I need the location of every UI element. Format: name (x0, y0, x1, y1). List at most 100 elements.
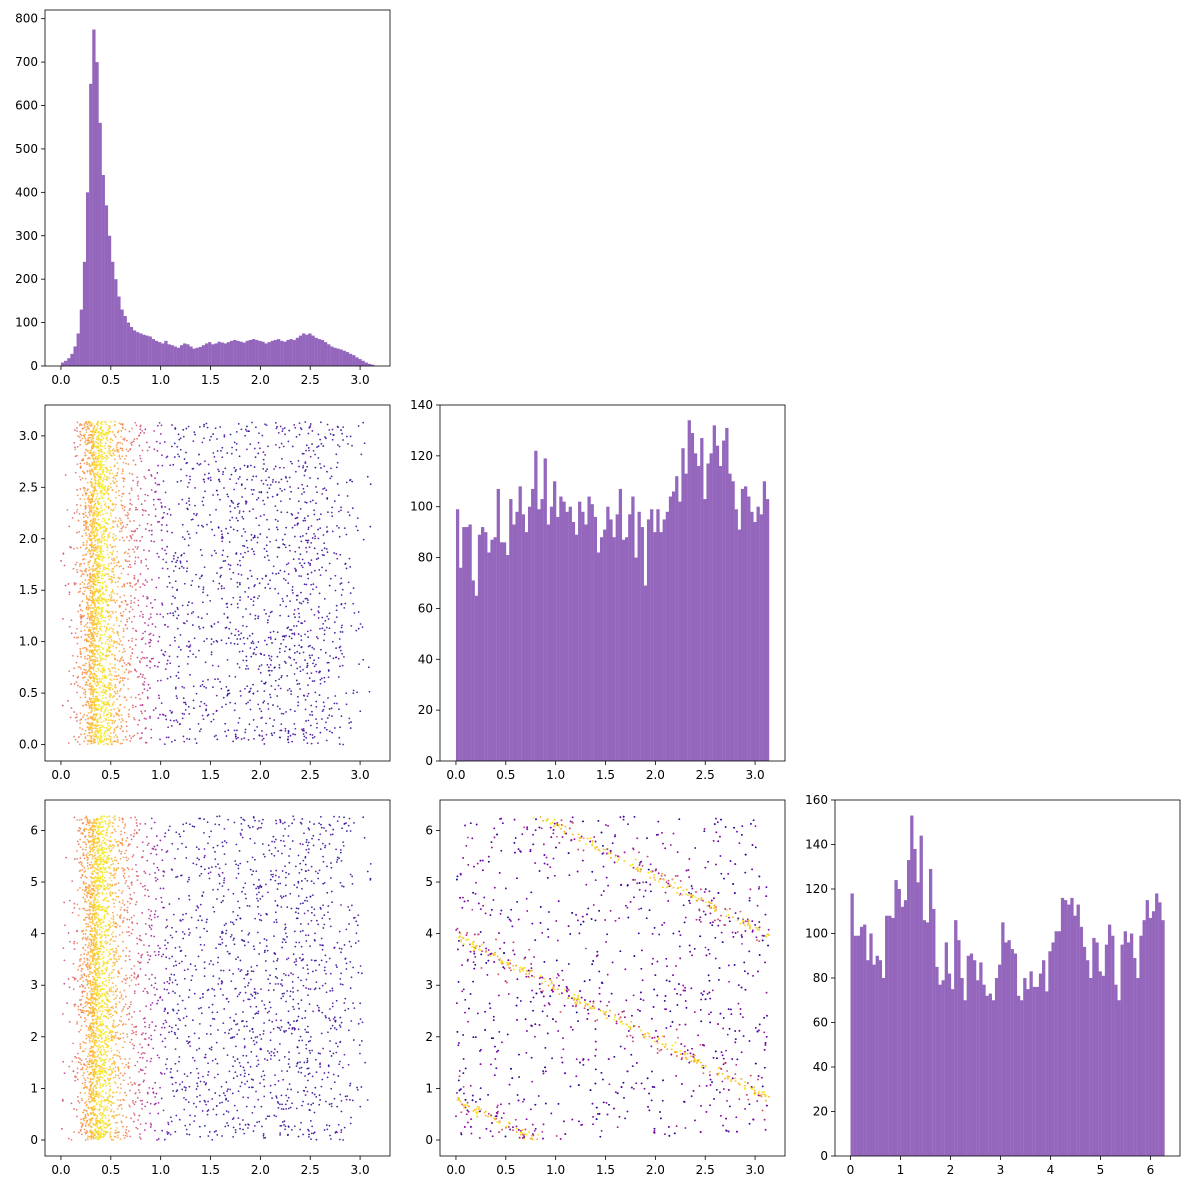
scatter-point (84, 454, 87, 457)
histogram-bar (521, 514, 525, 761)
scatter-point (111, 667, 114, 670)
scatter-point (323, 598, 326, 600)
scatter-point (252, 683, 254, 686)
histogram-bar (98, 122, 102, 366)
scatter-point (331, 515, 334, 518)
scatter-point (278, 666, 281, 669)
scatter-point (101, 445, 104, 448)
scatter-point (337, 444, 339, 446)
scatter-point (132, 479, 134, 482)
scatter-point (126, 536, 128, 538)
scatter-point (251, 632, 254, 635)
scatter-point (245, 425, 248, 428)
scatter-point (137, 599, 140, 602)
scatter-point (316, 446, 318, 449)
scatter-point (301, 493, 303, 495)
histogram-bar (107, 235, 112, 366)
scatter-point (303, 620, 306, 623)
scatter-point (101, 483, 104, 486)
scatter-point (270, 655, 273, 658)
scatter-point (164, 549, 166, 552)
scatter-point (102, 455, 105, 458)
scatter-point (141, 429, 144, 432)
scatter-point (317, 610, 320, 613)
scatter-point (80, 504, 82, 507)
scatter-point (96, 548, 99, 551)
scatter-point (328, 612, 331, 615)
scatter-point (85, 683, 88, 686)
scatter-point (174, 739, 176, 742)
scatter-point (343, 527, 346, 530)
scatter-point (97, 700, 100, 703)
scatter-point (89, 502, 92, 505)
scatter-point (98, 717, 101, 720)
scatter-point (192, 707, 195, 710)
scatter-point (103, 712, 105, 714)
scatter-point (84, 729, 87, 732)
scatter-point (266, 663, 269, 666)
scatter-point (223, 924, 226, 927)
scatter-point (274, 688, 277, 691)
scatter-point (122, 738, 125, 741)
scatter-point (318, 592, 321, 595)
scatter-point (175, 930, 178, 933)
scatter-point (243, 1025, 246, 1028)
scatter-point (167, 726, 170, 729)
scatter-point (111, 509, 114, 512)
scatter-point (272, 989, 275, 991)
scatter-point (79, 465, 82, 468)
scatter-point (267, 666, 270, 669)
scatter-point (125, 725, 128, 728)
scatter-point (203, 818, 205, 821)
scatter-point (100, 610, 103, 613)
scatter-point (230, 473, 233, 476)
scatter-point (286, 595, 289, 597)
scatter-point (253, 729, 256, 732)
scatter-point (98, 698, 100, 701)
scatter-point (281, 979, 283, 982)
scatter-point (309, 564, 311, 567)
scatter-point (262, 499, 265, 502)
scatter-point (119, 742, 122, 745)
scatter-point (157, 556, 160, 558)
scatter-point (174, 687, 177, 690)
scatter-point (217, 588, 220, 590)
scatter-point (180, 479, 182, 482)
scatter-point (147, 683, 150, 686)
scatter-point (107, 505, 110, 508)
scatter-point (64, 584, 67, 587)
scatter-point (171, 711, 174, 713)
scatter-point (95, 727, 98, 730)
scatter-point (270, 732, 273, 735)
scatter-point (255, 1005, 258, 1008)
histogram-bar (625, 537, 629, 761)
scatter-point (326, 717, 329, 719)
scatter-point (139, 573, 142, 575)
scatter-point (338, 510, 340, 513)
scatter-point (91, 686, 94, 689)
scatter-point (245, 668, 247, 670)
scatter-point (84, 655, 86, 658)
scatter-point (92, 583, 95, 586)
scatter-point (317, 528, 320, 531)
scatter-point (283, 660, 286, 663)
scatter-point (62, 552, 65, 555)
scatter-point (268, 1115, 271, 1118)
scatter-point (321, 616, 324, 619)
scatter-point (298, 558, 300, 560)
scatter-point (79, 439, 82, 442)
scatter-point (273, 732, 276, 734)
histogram-bar (273, 339, 278, 366)
scatter-point (107, 647, 110, 650)
scatter-point (137, 723, 140, 726)
scatter-point (349, 1122, 352, 1125)
scatter-point (276, 655, 279, 658)
scatter-point (245, 500, 248, 503)
scatter-point (249, 613, 252, 616)
scatter-point (253, 997, 256, 999)
scatter-point (216, 888, 219, 891)
scatter-point (293, 613, 295, 616)
scatter-point (117, 576, 120, 579)
scatter-point (105, 458, 108, 460)
scatter-point (97, 540, 99, 543)
